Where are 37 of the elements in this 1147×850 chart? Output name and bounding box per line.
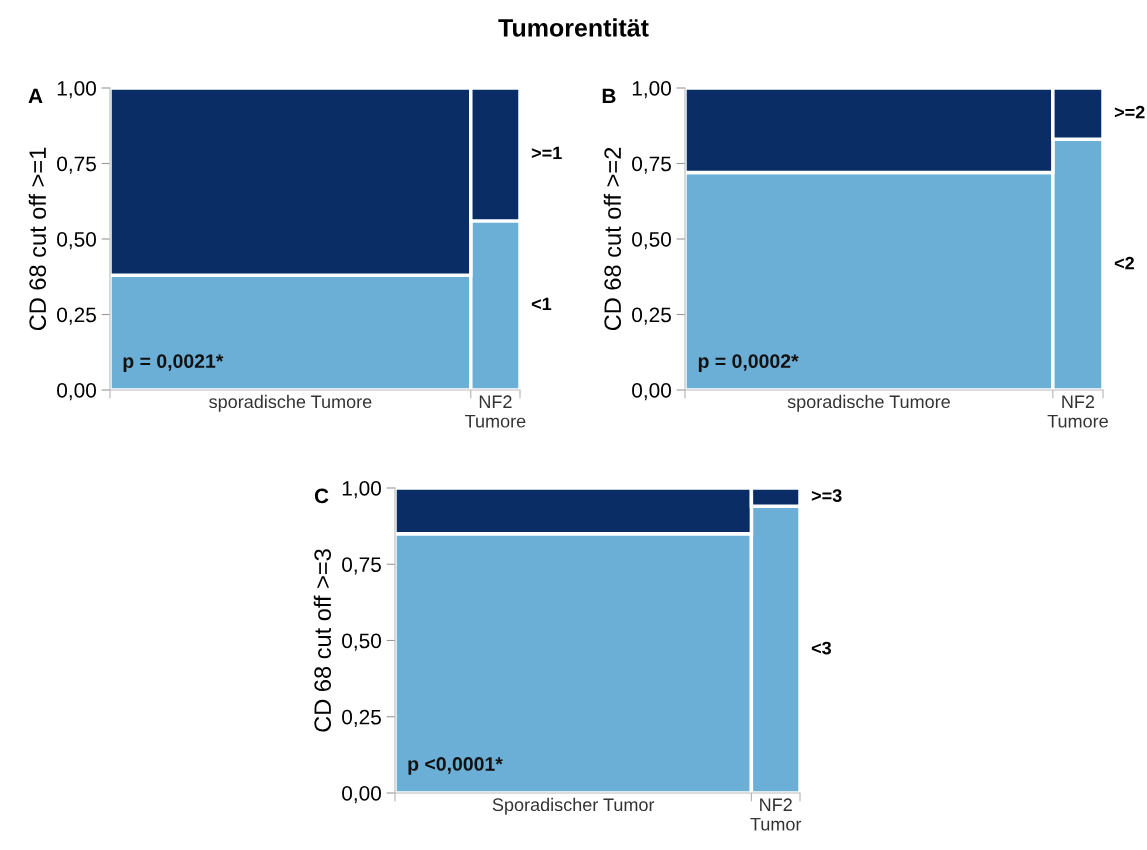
y-tick-label: 1,00 [342, 481, 381, 499]
y-tick-label: 0,25 [632, 307, 671, 325]
text: B [602, 88, 616, 104]
x-tick-label: sporadische Tumore [209, 394, 372, 412]
y-tick-label: 0,50 [342, 633, 381, 651]
annotation: p = 0,0002* [698, 354, 799, 372]
series-label: >=3 [811, 489, 842, 503]
y-tick-label: 0,75 [632, 156, 671, 174]
y-tick-label: 0,00 [632, 383, 671, 401]
series-label: >=2 [1114, 105, 1145, 119]
x-tick-label: sporadische Tumore [787, 394, 950, 412]
text: C [314, 488, 329, 504]
y-axis-title: CD 68 cut off >=1 [28, 147, 47, 331]
x-tick-label: NF2 Tumor [750, 798, 802, 831]
y-axis-title: CD 68 cut off >=3 [313, 549, 332, 732]
annotation: p = 0,0021* [123, 354, 224, 372]
y-tick-label: 0,50 [632, 232, 671, 250]
x-tick-label: NF2 Tumore [465, 395, 526, 428]
y-axis-title: CD 68 cut off >=2 [603, 147, 622, 331]
series-label: <3 [811, 641, 832, 655]
y-tick-label: 0,25 [342, 709, 381, 727]
y-tick-label: 1,00 [632, 81, 671, 99]
y-tick-label: 0,75 [342, 557, 381, 575]
x-tick-label: Sporadischer Tumor [492, 797, 655, 815]
y-tick-label: 0,75 [57, 156, 96, 174]
y-tick-label: 0,25 [57, 307, 96, 325]
annotation: p <0,0001* [408, 757, 503, 775]
series-label: >=1 [531, 146, 562, 160]
y-tick-label: 1,00 [57, 81, 96, 99]
series-label: <1 [531, 297, 552, 311]
series-label: <2 [1114, 256, 1134, 270]
text: Tumorentität [498, 18, 649, 37]
y-tick-label: 0,50 [57, 232, 96, 250]
y-tick-label: 0,00 [57, 383, 96, 401]
text: A [28, 88, 43, 104]
y-tick-label: 0,00 [342, 786, 381, 804]
x-tick-label: NF2 Tumore [1047, 395, 1108, 428]
